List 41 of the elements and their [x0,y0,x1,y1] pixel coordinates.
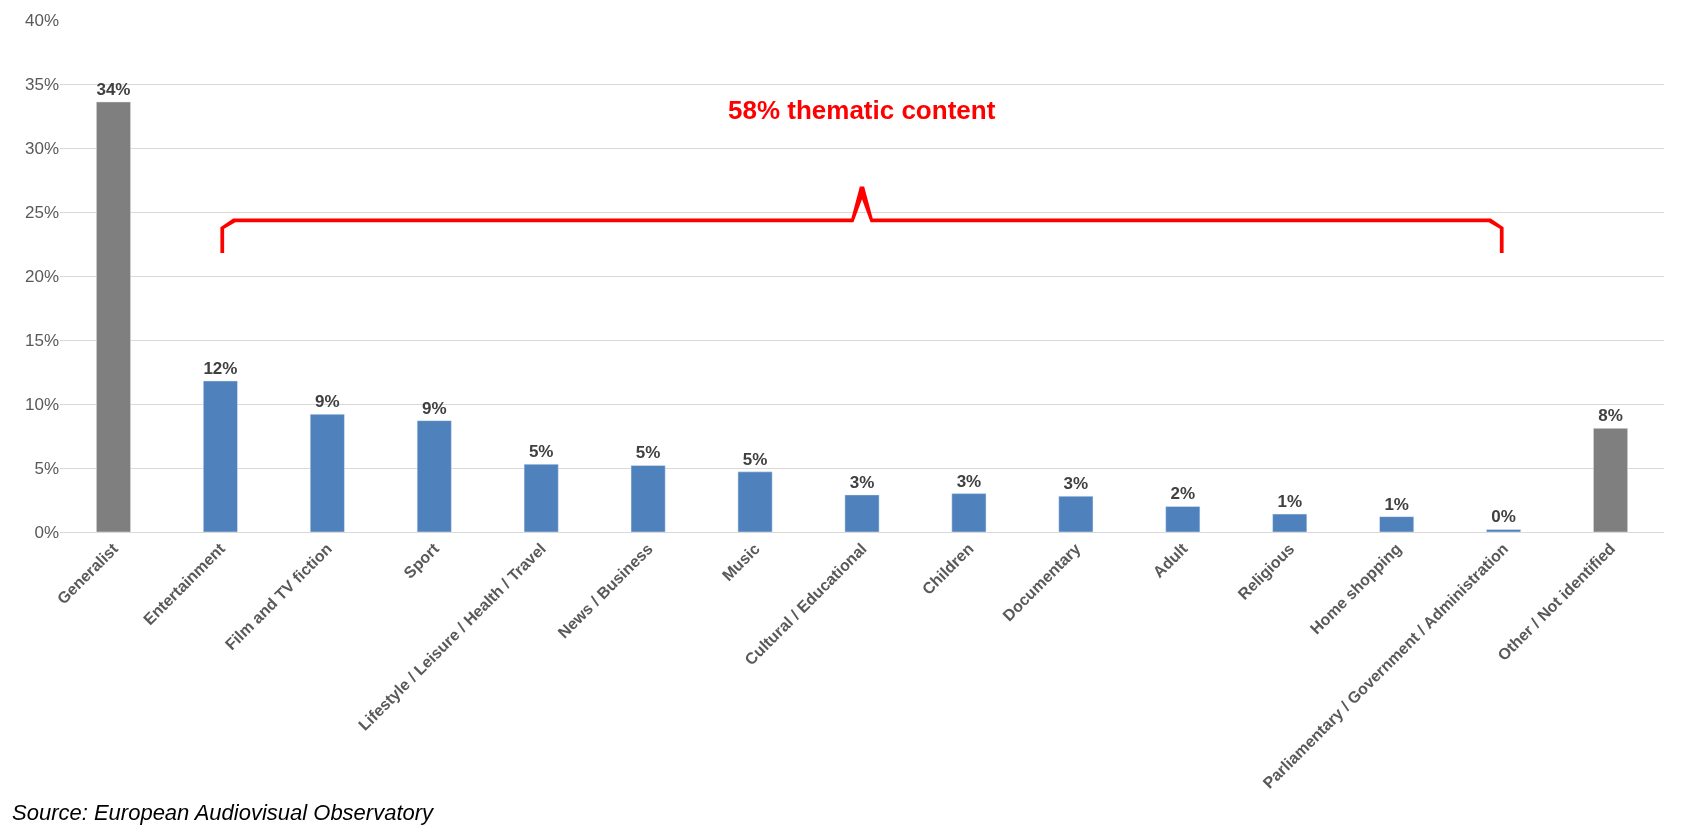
bar [523,463,559,532]
data-label: 3% [849,472,875,492]
data-label: 8% [1598,406,1623,426]
bar [951,493,987,532]
bar [96,101,131,532]
source-note: Source: European Audiovisual Observatory [12,800,436,825]
bar [1379,516,1415,532]
y-tick-label: 0% [34,522,59,542]
data-label: 9% [315,392,340,412]
y-tick-label: 15% [24,330,59,350]
data-label: 1% [1384,494,1409,514]
data-label: 9% [421,398,447,418]
data-label: 3% [956,471,982,491]
data-label: 34% [96,79,131,99]
annotation: 58% thematic content [728,95,996,125]
data-label: 5% [528,442,554,462]
data-label: 5% [742,449,768,469]
bar [416,420,452,532]
data-label: 12% [203,358,238,378]
data-label: 3% [1063,474,1089,494]
y-tick-label: 30% [24,138,59,158]
bar [1165,506,1201,532]
data-label: 5% [635,443,661,463]
y-tick-label: 10% [24,394,59,414]
bar [844,494,880,532]
y-tick-label: 5% [34,458,59,478]
data-label: 1% [1277,492,1303,512]
bar [1486,529,1521,532]
data-label: 2% [1170,484,1196,504]
y-tick-label: 20% [24,266,59,286]
y-tick-label: 40% [24,10,59,30]
bar [737,471,773,532]
bar [1058,495,1094,532]
bar [1272,513,1308,532]
data-label: 0% [1491,507,1516,527]
bar [630,465,666,532]
bar [203,380,238,532]
bar [1593,428,1628,532]
bar [309,413,345,532]
y-tick-label: 25% [24,202,59,222]
y-tick-label: 35% [24,74,59,94]
